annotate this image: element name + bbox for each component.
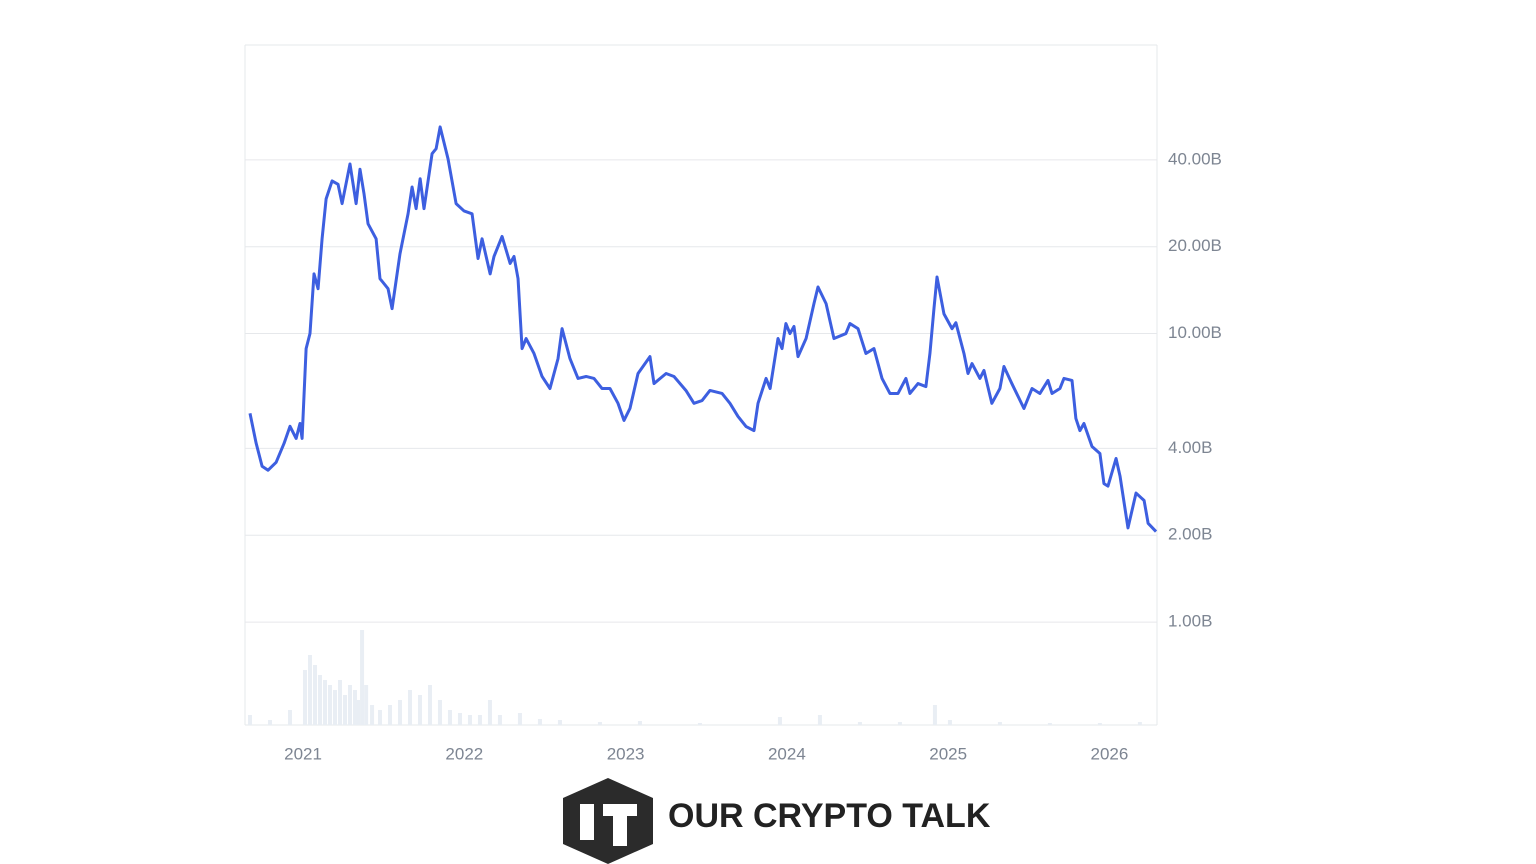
volume-bar <box>267 720 272 725</box>
volume-bar <box>407 690 412 725</box>
volume-bar <box>497 715 502 725</box>
volume-bar <box>347 685 352 725</box>
volume-bar <box>997 722 1002 725</box>
x-tick-label: 2024 <box>768 744 806 763</box>
volume-bar <box>857 722 862 725</box>
volume-bar <box>356 700 361 725</box>
y-tick-label: 40.00B <box>1168 149 1222 168</box>
volume-bar <box>597 722 602 725</box>
volume-bar <box>947 720 952 725</box>
y-tick-label: 4.00B <box>1168 438 1212 457</box>
x-tick-label: 2022 <box>445 744 483 763</box>
volume-bar <box>332 690 337 725</box>
price-line <box>248 125 1158 533</box>
x-tick-label: 2026 <box>1091 744 1129 763</box>
volume-bar <box>897 722 902 725</box>
volume-bar <box>417 695 422 725</box>
volume-bar <box>247 715 252 725</box>
volume-bar <box>287 710 292 725</box>
volume-bar <box>817 715 822 725</box>
volume-bar <box>447 710 452 725</box>
y-tick-label: 1.00B <box>1168 612 1212 631</box>
volume-bar <box>437 700 442 725</box>
y-tick-label: 2.00B <box>1168 525 1212 544</box>
volume-bar <box>337 680 342 725</box>
volume-bar <box>322 680 327 725</box>
y-tick-label: 20.00B <box>1168 236 1222 255</box>
volume-bar <box>487 700 492 725</box>
volume-bar <box>317 675 322 725</box>
volume-bar <box>397 700 402 725</box>
volume-bar <box>364 685 369 725</box>
volume-bar <box>637 721 642 725</box>
volume-bar <box>457 713 462 725</box>
volume-bar <box>1137 722 1142 725</box>
volume-bar <box>312 665 317 725</box>
volume-bar <box>1047 723 1052 725</box>
volume-bar <box>697 723 702 725</box>
volume-bar <box>307 655 312 725</box>
volume-bar <box>517 713 522 725</box>
volume-bar <box>477 715 482 725</box>
y-tick-label: 10.00B <box>1168 323 1222 342</box>
volume-bar <box>557 720 562 725</box>
volume-bar <box>467 715 472 725</box>
volume-bar <box>302 670 307 725</box>
volume-bar <box>377 710 382 725</box>
volume-bar <box>352 690 357 725</box>
brand-name: OUR CRYPTO TALK <box>668 797 991 835</box>
x-tick-label: 2023 <box>607 744 645 763</box>
volume-bar <box>387 705 392 725</box>
volume-bar <box>342 695 347 725</box>
volume-bar <box>1097 723 1102 725</box>
brand-logo <box>563 778 653 864</box>
volume-bar <box>327 685 332 725</box>
volume-bar <box>427 685 432 725</box>
volume-bar <box>537 719 542 725</box>
x-tick-label: 2021 <box>284 744 322 763</box>
x-tick-label: 2025 <box>929 744 967 763</box>
volume-bar <box>370 705 375 725</box>
volume-bar <box>360 630 365 725</box>
volume-bar <box>777 717 782 725</box>
volume-bar <box>932 705 937 725</box>
